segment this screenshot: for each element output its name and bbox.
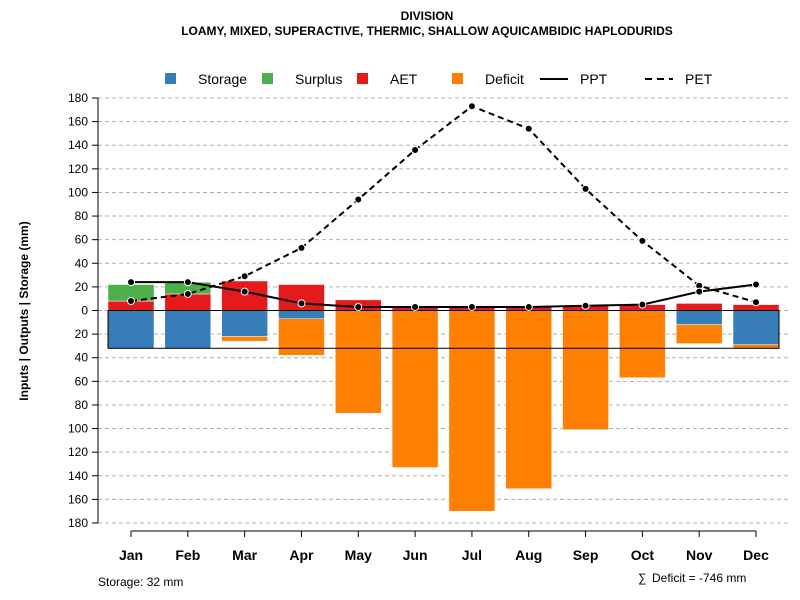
- y-tick-label: 60: [75, 374, 89, 388]
- x-tick-label-mar: Mar: [232, 547, 257, 563]
- bar-deficit-nov: [675, 324, 723, 344]
- y-tick-label: 20: [75, 280, 89, 294]
- x-axis: Jan Feb Mar Apr May Jun Jul Aug Sep Oct Nov Dec: [119, 530, 769, 563]
- bar-aet-nov: [675, 303, 723, 311]
- legend-label-deficit: Deficit: [485, 71, 524, 87]
- x-tick-label-oct: Oct: [631, 547, 655, 563]
- bar-deficit-aug: [505, 310, 552, 490]
- y-tick-label: 120: [68, 445, 88, 459]
- point-ppt-oct: [638, 300, 647, 309]
- point-pet-jul: [467, 102, 476, 111]
- point-ppt-nov: [695, 287, 704, 296]
- legend-label-aet: AET: [390, 71, 418, 87]
- y-tick-label: 100: [68, 185, 88, 199]
- x-tick-label-may: May: [345, 547, 372, 563]
- point-pet-aug: [524, 124, 533, 133]
- legend-label-pet: PET: [685, 71, 713, 87]
- point-pet-sep: [581, 184, 590, 193]
- bar-storage-nov: [675, 310, 723, 325]
- footer-storage: Storage: 32 mm: [98, 575, 183, 589]
- point-ppt-mar: [240, 287, 249, 296]
- bar-deficit-apr: [278, 318, 325, 356]
- y-tick-label: 80: [75, 209, 89, 223]
- point-pet-feb: [183, 289, 192, 298]
- y-tick-label: 80: [75, 398, 89, 412]
- y-tick-label: 120: [68, 162, 88, 176]
- chart-legend: Storage Surplus AET Deficit PPT PET: [165, 71, 713, 87]
- point-pet-jan: [127, 297, 135, 306]
- legend-swatch-surplus: [262, 73, 273, 84]
- y-tick-label: 0: [81, 304, 88, 318]
- y-tick-label: 140: [68, 138, 88, 152]
- bar-storage-mar: [221, 310, 268, 337]
- y-tick-label: 100: [68, 422, 88, 436]
- x-tick-label-feb: Feb: [175, 547, 200, 563]
- x-tick-label-dec: Dec: [743, 547, 769, 563]
- x-tick-label-jun: Jun: [403, 547, 428, 563]
- sum-symbol: ∑: [638, 571, 647, 585]
- y-tick-label: 20: [75, 327, 89, 341]
- point-ppt-sep: [581, 301, 590, 310]
- point-ppt-jun: [411, 302, 420, 311]
- bar-deficit-sep: [562, 310, 609, 430]
- point-pet-oct: [638, 236, 647, 245]
- legend-label-ppt: PPT: [580, 71, 608, 87]
- point-pet-apr: [297, 243, 306, 252]
- storage-capacity-box: [107, 310, 780, 349]
- line-pet: [130, 105, 757, 304]
- x-tick-label-jan: Jan: [119, 547, 143, 563]
- legend-swatch-aet: [357, 73, 368, 84]
- lines: [127, 102, 761, 311]
- point-ppt-jan: [127, 278, 135, 287]
- x-tick-label-sep: Sep: [573, 547, 599, 563]
- point-pet-dec: [752, 298, 761, 307]
- bars: [107, 280, 780, 512]
- y-tick-label: 160: [68, 115, 88, 129]
- point-ppt-feb: [183, 278, 192, 287]
- footer-deficit: Deficit = -746 mm: [652, 571, 746, 585]
- y-tick-label: 60: [75, 233, 89, 247]
- y-tick-label: 180: [68, 91, 88, 105]
- x-tick-label-apr: Apr: [289, 547, 314, 563]
- point-pet-may: [354, 195, 363, 204]
- legend-label-storage: Storage: [198, 71, 247, 87]
- point-pet-mar: [240, 272, 249, 281]
- bar-storage-apr: [278, 310, 325, 320]
- y-axis: 180 160 140 120 100 80 60 40 20 0 20 40 60 80 100 120 14…: [68, 91, 99, 530]
- bar-deficit-oct: [619, 310, 666, 379]
- x-tick-label-jul: Jul: [462, 547, 482, 563]
- bar-storage-dec: [732, 310, 780, 345]
- chart-subtitle: LOAMY, MIXED, SUPERACTIVE, THERMIC, SHAL…: [181, 24, 673, 38]
- point-ppt-dec: [752, 280, 761, 289]
- chart-title: DIVISION: [401, 9, 454, 23]
- bar-deficit-jun: [391, 310, 439, 468]
- y-tick-label: 180: [68, 516, 88, 530]
- point-ppt-apr: [297, 299, 306, 308]
- x-tick-label-nov: Nov: [686, 547, 713, 563]
- point-pet-jun: [411, 145, 420, 154]
- bar-storage-jan: [107, 310, 155, 349]
- point-ppt-jul: [467, 302, 476, 311]
- y-tick-label: 40: [75, 351, 89, 365]
- y-tick-label: 160: [68, 492, 88, 506]
- legend-swatch-storage: [165, 73, 176, 84]
- bar-deficit-mar: [221, 336, 268, 342]
- y-tick-label: 140: [68, 469, 88, 483]
- legend-swatch-deficit: [452, 73, 463, 84]
- y-axis-label: Inputs | Outputs | Storage (mm): [17, 221, 31, 400]
- legend-label-surplus: Surplus: [295, 71, 342, 87]
- bar-deficit-may: [335, 310, 382, 414]
- y-tick-label: 40: [75, 256, 89, 270]
- bar-storage-feb: [164, 310, 212, 349]
- bar-deficit-dec: [732, 344, 780, 349]
- line-ppt: [131, 281, 757, 308]
- point-ppt-may: [354, 302, 363, 311]
- bar-deficit-jul: [448, 310, 496, 512]
- x-tick-label-aug: Aug: [515, 547, 542, 563]
- point-ppt-aug: [524, 302, 533, 311]
